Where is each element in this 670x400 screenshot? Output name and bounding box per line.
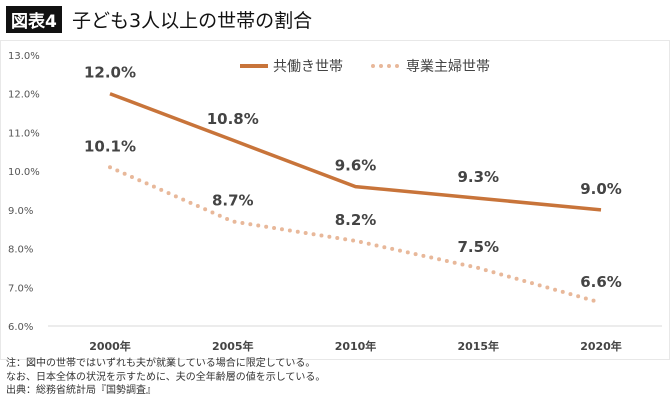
y-tick-label: 12.0% — [8, 90, 40, 101]
figure-badge: 図表4 — [6, 6, 62, 33]
source-line: 出典：総務省統計局『国勢調査』 — [6, 385, 156, 396]
data-label: 10.8% — [207, 110, 259, 128]
y-tick-label: 11.0% — [8, 128, 40, 139]
y-tick-label: 8.0% — [8, 245, 33, 256]
chart-title: 子ども3人以上の世帯の割合 — [72, 10, 313, 32]
x-tick-label: 2015年 — [457, 339, 499, 353]
legend-label: 専業主婦世帯 — [406, 58, 490, 75]
x-tick-label: 2005年 — [212, 339, 254, 353]
series-line-1 — [108, 165, 603, 305]
data-label: 8.7% — [212, 191, 254, 209]
data-label: 6.6% — [580, 273, 622, 291]
note-line: 注：図中の世帯ではいずれも夫が就業している場合に限定している。 — [6, 358, 316, 369]
data-label: 9.6% — [335, 157, 377, 175]
y-tick-label: 10.0% — [8, 167, 40, 178]
data-label: 8.2% — [335, 211, 377, 229]
note-line: なお、日本全体の状況を示すために、夫の全年齢層の値を示している。 — [6, 371, 326, 383]
series-line-0 — [109, 92, 602, 212]
x-tick-label: 2020年 — [580, 339, 622, 353]
data-label: 7.5% — [457, 238, 499, 256]
data-label: 12.0% — [84, 64, 136, 82]
x-tick-label: 2010年 — [335, 339, 377, 353]
y-tick-label: 13.0% — [8, 51, 40, 62]
legend-label: 共働き世帯 — [273, 59, 343, 75]
y-tick-label: 6.0% — [8, 322, 33, 333]
y-tick-label: 9.0% — [8, 206, 33, 217]
data-label: 9.0% — [580, 180, 622, 198]
data-label: 10.1% — [84, 137, 136, 155]
data-label: 9.3% — [457, 168, 499, 186]
notes: 注：図中の世帯ではいずれも夫が就業している場合に限定している。 なお、日本全体の… — [6, 357, 325, 398]
x-tick-label: 2000年 — [89, 339, 131, 353]
y-tick-label: 7.0% — [8, 283, 33, 294]
